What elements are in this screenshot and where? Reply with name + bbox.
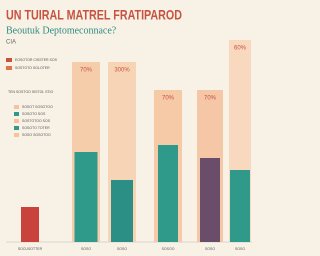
note-swatch xyxy=(14,105,19,109)
chart-subtitle: Beoutuk Deptomeconnace? xyxy=(6,25,117,36)
bar xyxy=(230,170,250,242)
x-tick-label: SOSOO xyxy=(162,247,175,251)
bar xyxy=(200,158,220,242)
note-swatch xyxy=(14,126,19,130)
bar xyxy=(74,152,98,242)
bar xyxy=(158,145,178,242)
legend-label: EOSOTOR CISSTER SOS xyxy=(15,58,58,62)
source: CIA xyxy=(6,40,16,46)
x-tick-label: SOSO xyxy=(205,247,215,251)
note: TEN SOSTOO SISTOL STIO xyxy=(8,90,54,94)
note: SOSOTO TOTER xyxy=(22,126,50,130)
x-tick-label: SOSO xyxy=(235,247,245,251)
bar xyxy=(21,207,39,242)
annotation: 70% xyxy=(80,68,93,74)
note-swatch xyxy=(14,112,19,116)
annotation: 70% xyxy=(204,96,217,102)
note-swatch xyxy=(14,133,19,137)
x-tick-label: SOSO xyxy=(81,247,91,251)
x-tick-label: SOSO xyxy=(117,247,127,251)
note: SOSOTO SOS xyxy=(22,112,46,116)
bar xyxy=(111,180,133,242)
note-swatch xyxy=(14,119,19,123)
annotation: 60% xyxy=(234,46,247,52)
note: SOSOT SOSOTOO xyxy=(22,105,53,109)
note: SOSTOTOO SOS xyxy=(22,119,51,123)
annotation: 70% xyxy=(162,96,175,102)
chart: UN TUIRAL MATREL FRATIPAROD Beoutuk Dept… xyxy=(6,6,252,251)
note: SOSO SOSOTOO xyxy=(22,133,51,137)
legend-swatch xyxy=(6,66,12,70)
legend-swatch xyxy=(6,58,12,62)
legend-label: SOSTOTO SOLOTER xyxy=(15,66,50,70)
annotation: 300% xyxy=(114,68,130,74)
chart-title: UN TUIRAL MATREL FRATIPAROD xyxy=(6,7,182,23)
x-tick-label: SOCUSOTTER xyxy=(18,247,43,251)
